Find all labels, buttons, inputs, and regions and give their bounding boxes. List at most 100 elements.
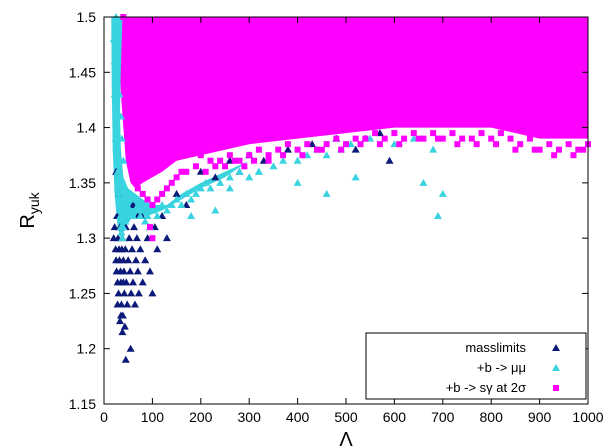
point-s1-40 [191,189,200,197]
point-s1-31 [148,206,157,214]
point-s1-5 [113,145,122,153]
point-s2-31 [352,135,359,142]
point-s1-72 [113,24,122,32]
point-s2-76 [280,152,287,159]
point-s0-66 [283,145,292,153]
point-s2-14 [188,146,195,153]
point-s2-44 [478,130,485,137]
point-s0-19 [119,267,128,275]
point-s0-38 [136,245,145,253]
x-tick-label: 600 [383,409,407,425]
point-s2-90 [551,152,558,159]
point-s0-21 [120,322,129,330]
point-s2-45 [488,135,495,142]
point-s1-28 [141,217,150,225]
point-s1-23 [129,212,138,220]
point-s2-21 [255,146,262,153]
point-s1-21 [124,189,133,197]
point-s2-26 [304,141,311,148]
point-s1-35 [167,200,176,208]
point-s1-36 [172,195,181,203]
point-s0-50 [115,317,124,325]
point-s2-42 [459,135,466,142]
point-s0-61 [211,173,220,181]
point-s2-51 [546,141,553,148]
point-s1-32 [153,212,162,220]
point-s2-88 [512,146,519,153]
y-tick-label: 1.4 [77,120,97,136]
point-s0-58 [172,189,181,197]
point-s0-28 [126,267,135,275]
point-s2-23 [275,146,282,153]
point-s1-50 [279,156,288,164]
point-s1-41 [196,184,205,192]
point-s1-4 [112,123,121,131]
point-s2-54 [575,146,582,153]
point-s2-80 [357,141,364,148]
point-s0-53 [121,355,130,363]
point-s2-67 [183,168,190,175]
point-s2-19 [236,157,243,164]
y-tick-label: 1.25 [69,285,96,301]
point-s2-72 [231,157,238,164]
point-s2-3 [134,47,141,54]
point-s2-12 [178,135,185,142]
point-s1-69 [211,206,220,214]
point-s0-31 [129,278,138,286]
point-s1-49 [269,162,278,170]
point-s0-43 [145,267,154,275]
point-s1-64 [351,173,360,181]
point-s2-17 [217,157,224,164]
x-tick-label: 200 [189,409,213,425]
point-s2-66 [178,168,185,175]
point-s1-37 [177,200,186,208]
legend-label-1: +b -> μμ [477,360,526,375]
point-s0-52 [126,344,135,352]
point-s1-46 [235,167,244,175]
point-s2-1 [125,25,132,32]
region-0 [118,17,588,189]
point-s2-70 [212,163,219,170]
point-s1-74 [112,68,121,76]
point-s1-61 [433,212,442,220]
point-s1-14 [117,228,126,236]
point-s2-85 [454,141,461,148]
point-s2-93 [149,235,156,242]
point-s0-51 [118,328,127,336]
x-tick-label: 100 [141,409,165,425]
point-s2-32 [362,135,369,142]
point-s0-37 [134,289,143,297]
point-s1-60 [429,145,438,153]
point-s2-16 [207,157,214,164]
point-s2-49 [526,135,533,142]
point-s1-18 [121,217,130,225]
point-s2-34 [381,135,388,142]
point-s0-20 [120,289,129,297]
point-s2-69 [202,168,209,175]
point-s1-6 [113,167,122,175]
point-s2-74 [251,157,258,164]
point-s1-79 [110,90,119,98]
point-s1-70 [187,212,196,220]
point-s1-20 [123,200,132,208]
point-s1-67 [254,167,263,175]
point-s1-62 [438,189,447,197]
point-s1-24 [131,206,140,214]
point-s1-33 [158,200,167,208]
point-s1-16 [119,223,128,231]
point-s0-35 [132,234,141,242]
point-s2-35 [391,130,398,137]
point-s1-7 [114,184,123,192]
legend-marker-1 [552,364,560,371]
point-s1-76 [116,112,125,120]
point-s2-46 [497,130,504,137]
point-s0-22 [121,245,130,253]
point-s0-34 [131,256,140,264]
point-s1-26 [136,212,145,220]
point-s0-41 [141,256,150,264]
legend-label-2: +b -> sγ at 2σ [446,380,526,395]
point-s2-91 [570,152,577,159]
point-s2-9 [163,113,170,120]
point-s1-9 [115,195,124,203]
